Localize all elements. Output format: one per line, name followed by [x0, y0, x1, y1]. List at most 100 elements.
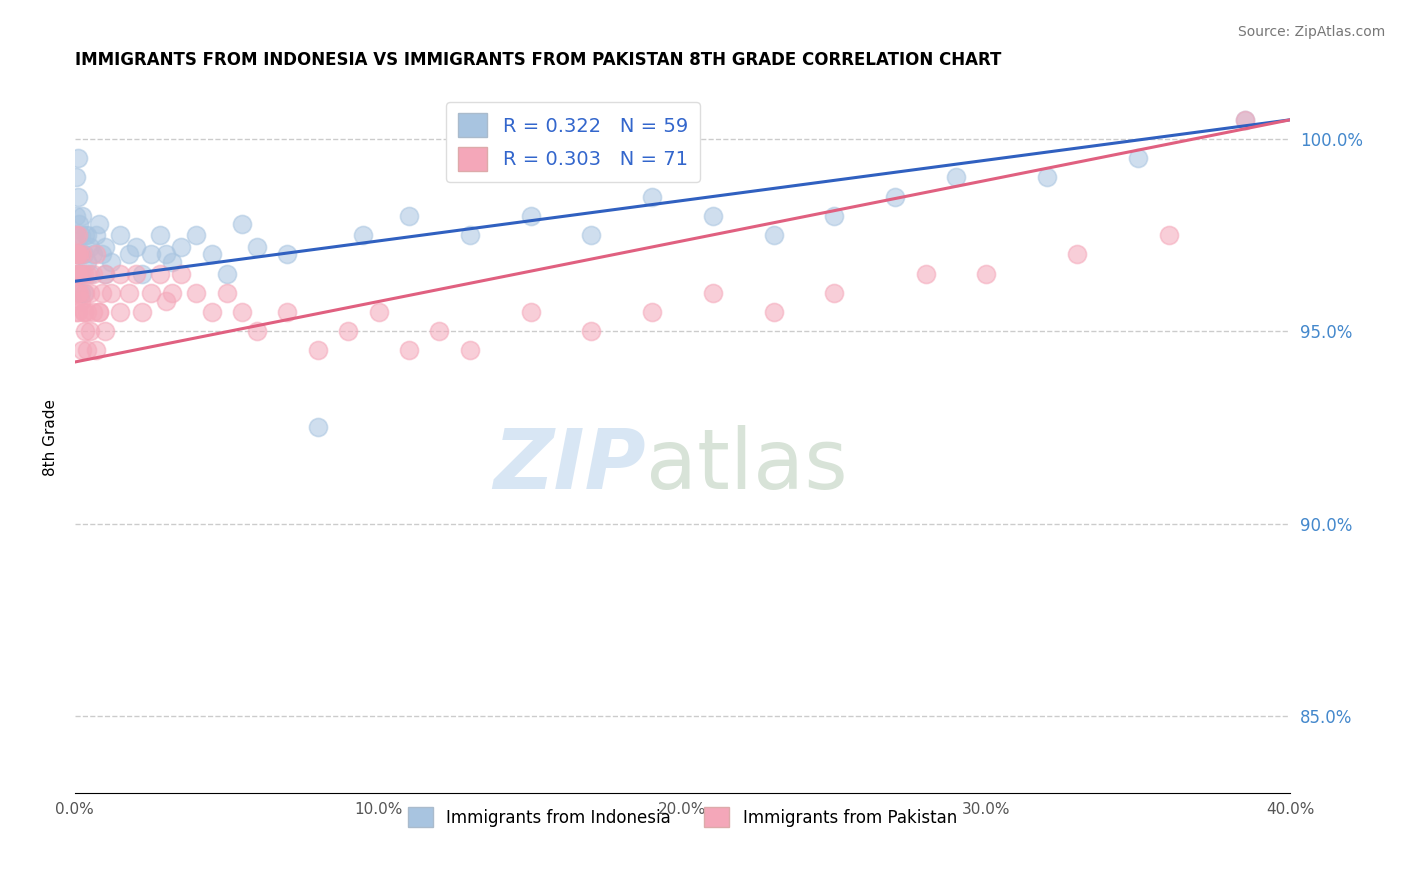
Point	[66, 285, 89, 300]
Point	[65, 209, 87, 223]
Point	[170, 240, 193, 254]
Point	[67, 267, 90, 281]
Point	[186, 285, 208, 300]
Point	[79, 240, 101, 254]
Point	[231, 217, 253, 231]
Point	[581, 228, 603, 243]
Point	[66, 247, 89, 261]
Point	[149, 228, 172, 243]
Point	[70, 267, 93, 281]
Point	[66, 247, 89, 261]
Point	[186, 228, 208, 243]
Point	[429, 324, 451, 338]
Point	[66, 267, 89, 281]
Point	[1157, 228, 1180, 243]
Point	[87, 217, 110, 231]
Point	[352, 228, 374, 243]
Point	[65, 228, 87, 243]
Point	[458, 228, 481, 243]
Point	[155, 293, 177, 308]
Point	[87, 305, 110, 319]
Point	[1036, 170, 1059, 185]
Point	[91, 285, 114, 300]
Point	[87, 305, 110, 319]
Point	[73, 305, 96, 319]
Point	[72, 209, 94, 223]
Point	[155, 247, 177, 261]
Point	[73, 247, 96, 261]
Point	[91, 247, 114, 261]
Point	[75, 285, 97, 300]
Point	[82, 305, 104, 319]
Point	[276, 247, 298, 261]
Point	[702, 209, 724, 223]
Point	[100, 255, 122, 269]
Point	[72, 247, 94, 261]
Point	[67, 228, 90, 243]
Point	[94, 240, 117, 254]
Point	[914, 267, 936, 281]
Point	[307, 420, 329, 434]
Point	[367, 305, 389, 319]
Point	[1233, 112, 1256, 127]
Point	[65, 247, 87, 261]
Text: Source: ZipAtlas.com: Source: ZipAtlas.com	[1237, 25, 1385, 39]
Point	[73, 305, 96, 319]
Point	[124, 267, 146, 281]
Point	[231, 305, 253, 319]
Point	[160, 255, 183, 269]
Point	[70, 293, 93, 308]
Point	[1066, 247, 1088, 261]
Point	[762, 305, 785, 319]
Point	[110, 267, 132, 281]
Point	[73, 267, 96, 281]
Point	[70, 228, 93, 243]
Point	[215, 285, 238, 300]
Point	[702, 285, 724, 300]
Point	[276, 305, 298, 319]
Point	[79, 324, 101, 338]
Point	[79, 285, 101, 300]
Point	[160, 285, 183, 300]
Point	[76, 267, 98, 281]
Point	[307, 343, 329, 358]
Point	[82, 247, 104, 261]
Point	[76, 305, 98, 319]
Point	[70, 247, 93, 261]
Legend: Immigrants from Indonesia, Immigrants from Pakistan: Immigrants from Indonesia, Immigrants fr…	[401, 800, 963, 834]
Point	[149, 267, 172, 281]
Text: IMMIGRANTS FROM INDONESIA VS IMMIGRANTS FROM PAKISTAN 8TH GRADE CORRELATION CHAR: IMMIGRANTS FROM INDONESIA VS IMMIGRANTS …	[75, 51, 1001, 69]
Point	[118, 285, 141, 300]
Point	[246, 324, 269, 338]
Point	[458, 343, 481, 358]
Point	[200, 247, 222, 261]
Point	[398, 343, 420, 358]
Point	[581, 324, 603, 338]
Point	[84, 343, 107, 358]
Point	[79, 267, 101, 281]
Point	[84, 228, 107, 243]
Point	[65, 247, 87, 261]
Point	[75, 324, 97, 338]
Point	[65, 305, 87, 319]
Point	[945, 170, 967, 185]
Point	[110, 305, 132, 319]
Point	[246, 240, 269, 254]
Point	[67, 217, 90, 231]
Point	[823, 285, 845, 300]
Text: ZIP: ZIP	[494, 425, 645, 506]
Point	[66, 190, 89, 204]
Point	[131, 267, 153, 281]
Point	[75, 228, 97, 243]
Point	[94, 267, 117, 281]
Point	[124, 240, 146, 254]
Point	[139, 285, 162, 300]
Point	[66, 267, 89, 281]
Point	[76, 228, 98, 243]
Point	[72, 343, 94, 358]
Text: atlas: atlas	[645, 425, 848, 506]
Point	[65, 228, 87, 243]
Point	[100, 285, 122, 300]
Point	[67, 285, 90, 300]
Point	[66, 247, 89, 261]
